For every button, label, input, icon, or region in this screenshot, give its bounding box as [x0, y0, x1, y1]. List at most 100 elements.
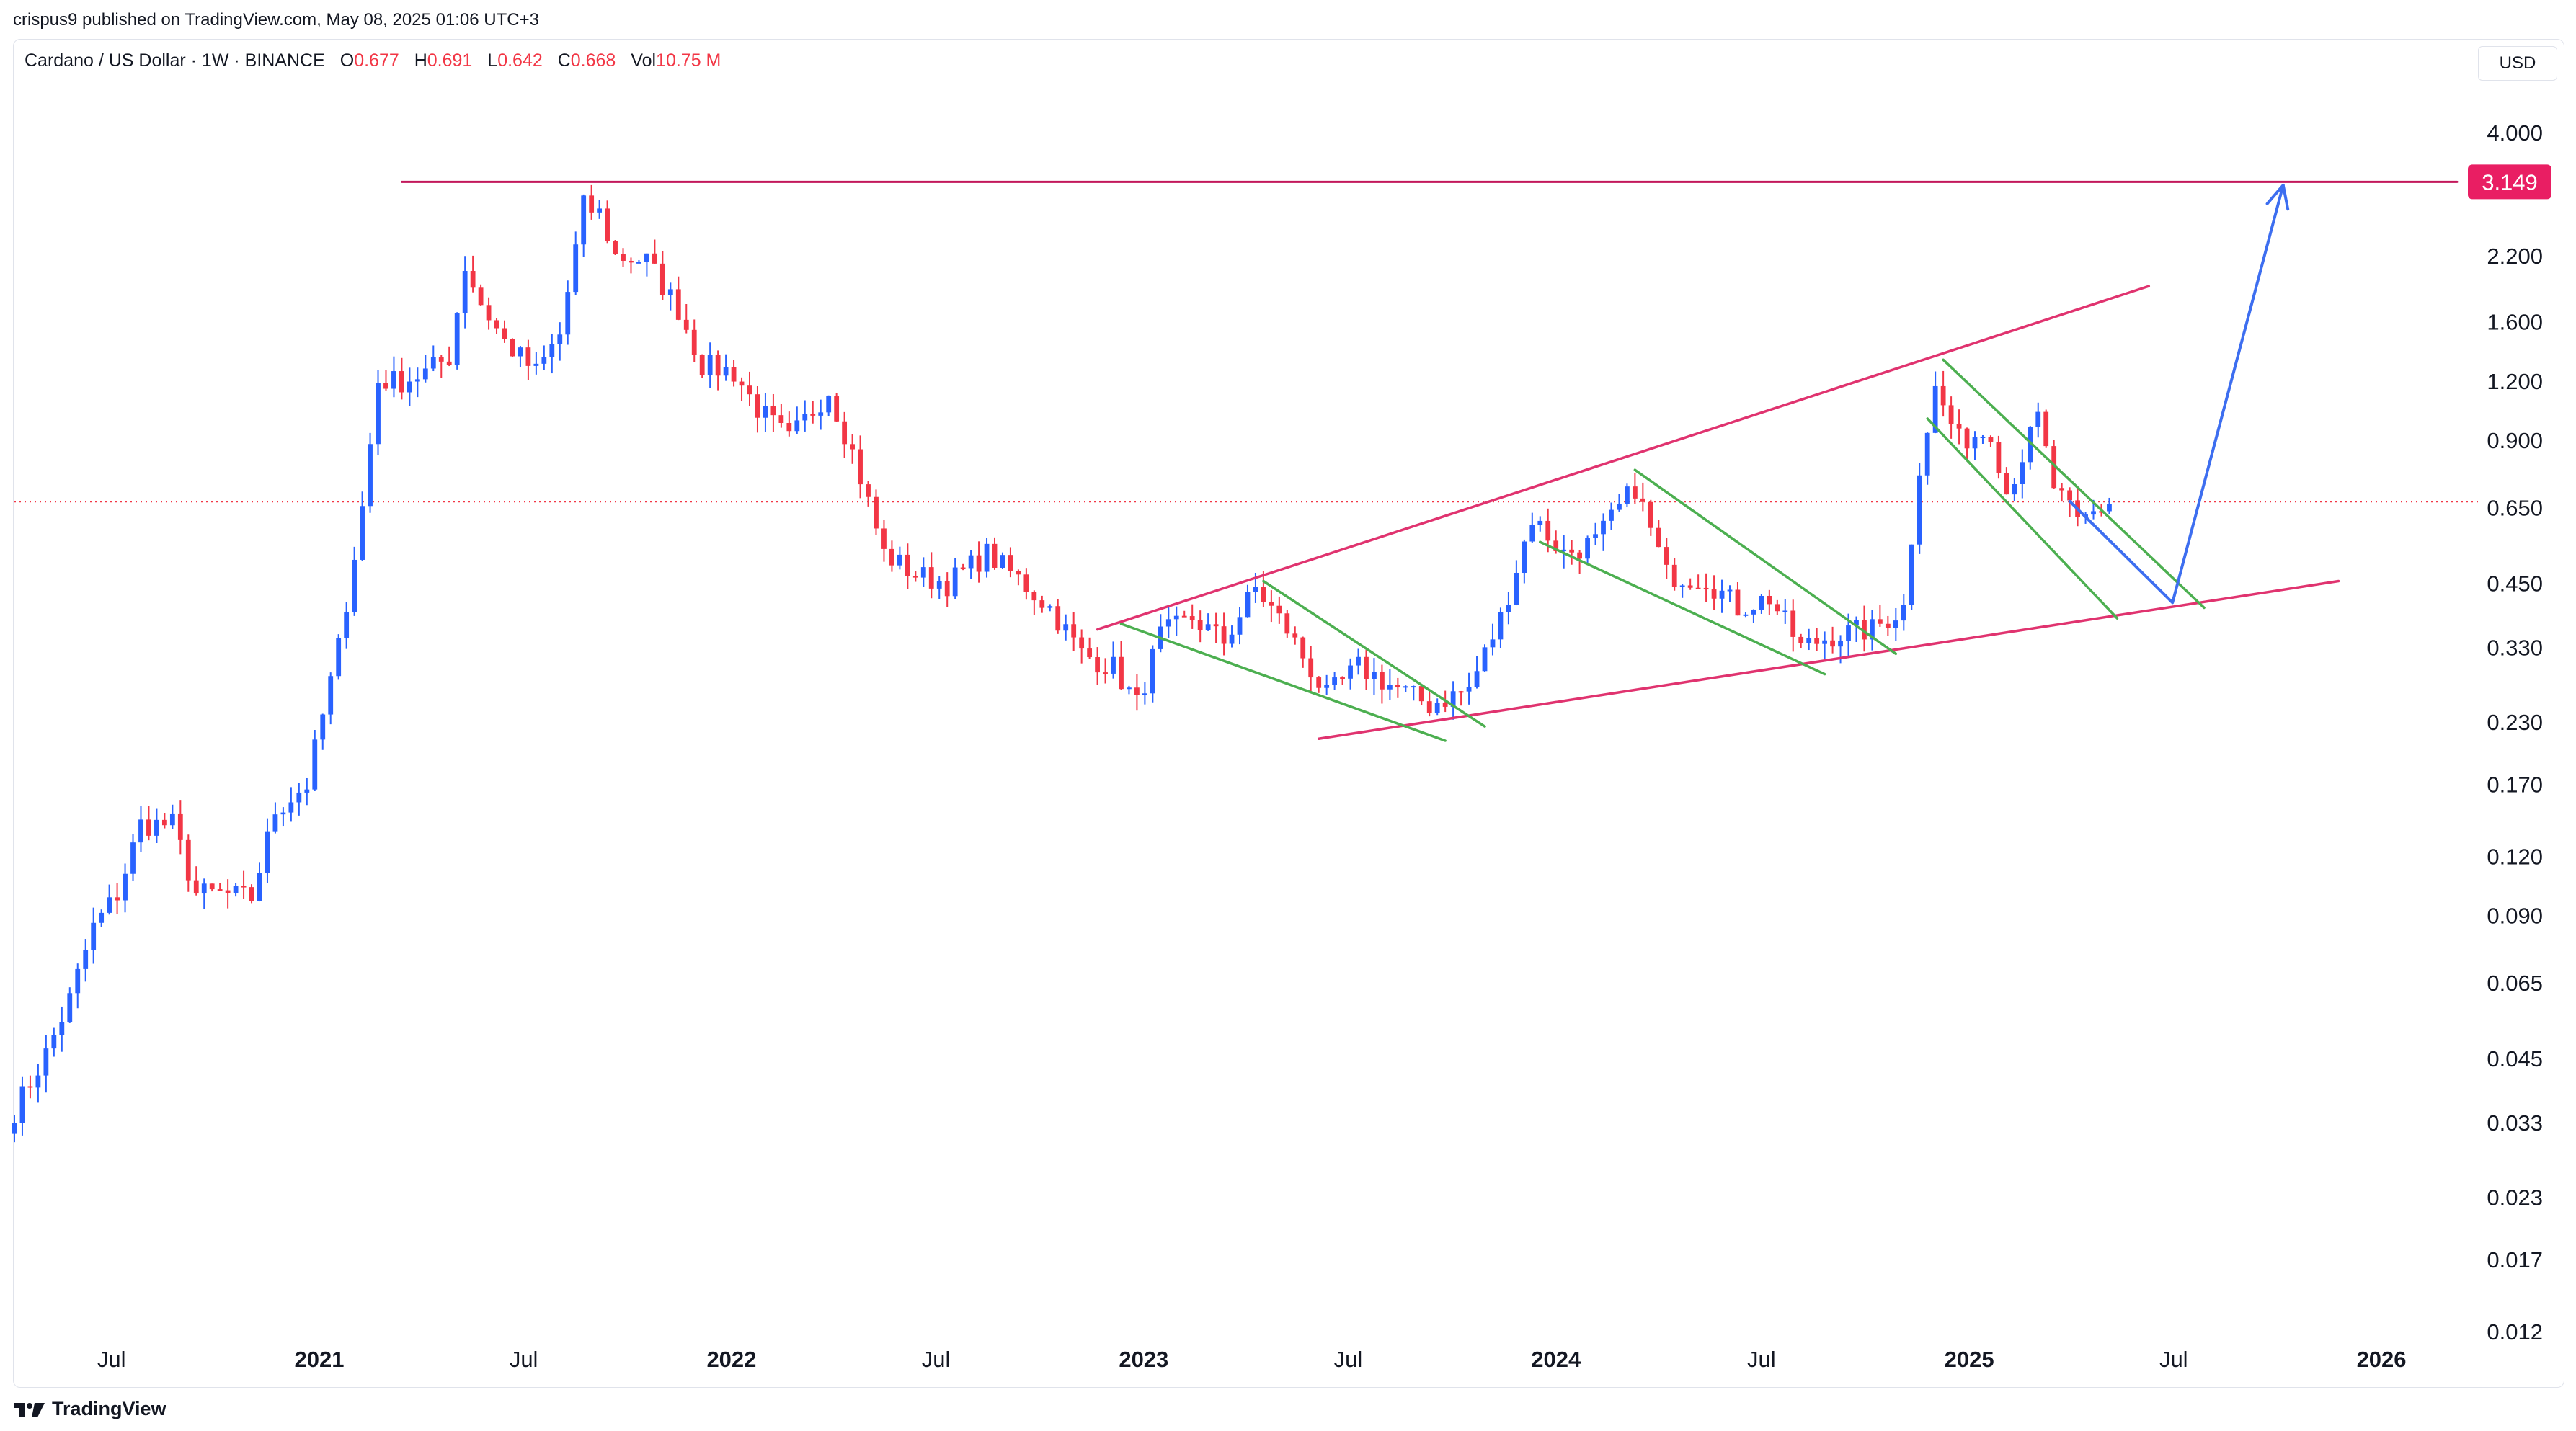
wedge-lower-line[interactable]: [1317, 579, 2340, 741]
candle-body: [1561, 549, 1567, 551]
candle-body: [834, 396, 840, 422]
candle-body: [241, 886, 247, 888]
candle-body: [1181, 615, 1187, 618]
candle-body: [51, 1035, 57, 1049]
candle-body: [185, 839, 191, 881]
candle-body: [1482, 647, 1488, 672]
volume-label: Vol: [631, 50, 657, 71]
chart-frame: [13, 39, 2564, 1388]
currency-button[interactable]: USD: [2478, 46, 2557, 81]
flag-a-lower-line[interactable]: [1119, 623, 1447, 742]
low-value: 0.642: [497, 50, 543, 71]
candle-body: [494, 320, 499, 329]
candle-body: [280, 812, 286, 815]
candle-body: [446, 361, 452, 365]
high-label: H: [414, 50, 427, 71]
symbol-title[interactable]: Cardano / US Dollar · 1W · BINANCE: [25, 50, 325, 71]
candle-body: [1229, 634, 1235, 644]
x-tick-label: 2025: [1945, 1347, 1994, 1372]
candle-body: [691, 329, 697, 355]
candle-body: [1372, 672, 1377, 679]
candle-body: [1703, 587, 1709, 590]
candle-body: [99, 912, 105, 923]
candle-body: [1111, 656, 1116, 674]
candle-body: [920, 567, 926, 578]
candle-body: [763, 406, 768, 418]
candle-body: [478, 287, 484, 306]
close-value: 0.668: [570, 50, 616, 71]
flag-b-upper-line[interactable]: [1633, 468, 1898, 656]
x-tick-label: Jul: [1747, 1347, 1776, 1372]
candle-body: [1380, 672, 1385, 690]
candle-body: [1023, 574, 1029, 592]
flag-b-lower-line[interactable]: [1539, 540, 1826, 676]
candle-body: [296, 792, 302, 803]
candle-body: [154, 819, 159, 836]
wedge-upper-line[interactable]: [1096, 285, 2151, 631]
y-tick-label: 0.330: [2487, 636, 2543, 661]
candle-body: [1466, 687, 1472, 692]
projection-line[interactable]: [2068, 183, 2285, 605]
candle-body: [557, 334, 563, 344]
candle-body: [1016, 571, 1021, 575]
candle-body: [1711, 589, 1717, 599]
candle-body: [621, 254, 626, 261]
candle-body: [1522, 541, 1527, 574]
candle-body: [2099, 511, 2104, 513]
candle-body: [778, 415, 784, 423]
open-value: 0.677: [354, 50, 399, 71]
publisher-line: crispus9 published on TradingView.com, M…: [13, 10, 539, 30]
flag-a-upper-line[interactable]: [1262, 579, 1486, 728]
candle-body: [1253, 587, 1258, 592]
candle-body: [1450, 691, 1456, 707]
candle-body: [889, 548, 894, 566]
candle-body: [462, 271, 468, 314]
brand-name: TradingView: [52, 1398, 166, 1419]
candle-body: [470, 271, 476, 288]
candle-body: [755, 394, 760, 418]
candle-body: [67, 993, 73, 1022]
candle-body: [1119, 656, 1124, 690]
candle-body: [1000, 555, 1005, 568]
candle-body: [968, 555, 974, 569]
candle-body: [383, 383, 388, 389]
candle-body: [2107, 504, 2112, 512]
price-label-badge: [2468, 164, 2551, 200]
x-tick-label: Jul: [97, 1347, 126, 1372]
candle-body: [1284, 613, 1290, 634]
candle-body: [810, 414, 816, 416]
candle-body: [1434, 703, 1440, 713]
volume-value: 10.75 M: [656, 50, 721, 71]
candle-body: [336, 638, 342, 677]
y-tick-label: 0.450: [2487, 571, 2543, 597]
candle-body: [1039, 600, 1045, 608]
candle-body: [1648, 501, 1653, 528]
candle-body: [123, 873, 128, 901]
y-tick-label: 0.650: [2487, 495, 2543, 520]
candle-body: [422, 368, 428, 380]
candle-body: [928, 567, 934, 589]
candle-body: [2028, 427, 2033, 463]
candle-body: [1625, 486, 1630, 504]
candle-body: [1395, 685, 1400, 688]
flag-c-lower-line[interactable]: [1926, 417, 2119, 620]
candle-body: [59, 1022, 65, 1035]
candle-body: [1418, 686, 1424, 702]
candle-body: [881, 528, 887, 549]
candle-body: [874, 496, 879, 529]
tradingview-brand[interactable]: TradingView: [13, 1398, 166, 1420]
candle-body: [2059, 488, 2065, 491]
candle-body: [802, 414, 808, 421]
candle-body: [731, 367, 737, 382]
candle-body: [1055, 606, 1061, 631]
price-label-text: 3.149: [2482, 169, 2538, 195]
x-tick-label: Jul: [1334, 1347, 1363, 1372]
x-tick-label: Jul: [2159, 1347, 2188, 1372]
flag-c-upper-line[interactable]: [1942, 358, 2206, 610]
candle-body: [1782, 610, 1788, 612]
candle-body: [1569, 549, 1575, 553]
candle-body: [1585, 538, 1590, 559]
candle-body: [1719, 590, 1725, 599]
x-tick-label: 2023: [1119, 1347, 1168, 1372]
